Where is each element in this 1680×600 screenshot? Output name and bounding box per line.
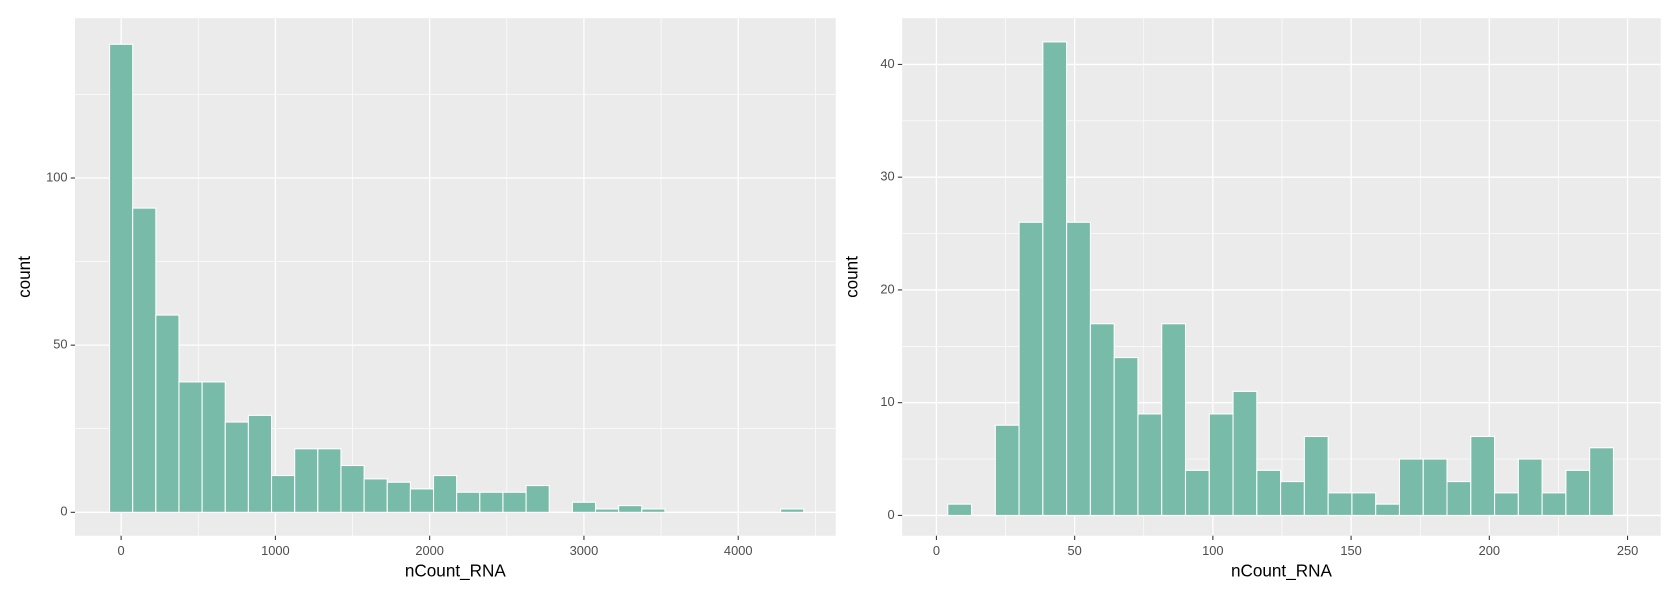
bar: [1446, 481, 1472, 516]
bar: [224, 421, 249, 513]
bar: [340, 464, 365, 513]
bar: [456, 491, 481, 513]
bar: [641, 508, 666, 513]
y-tick-label: 30: [880, 169, 894, 184]
bar: [502, 491, 527, 513]
bar: [1494, 492, 1519, 516]
bar: [1303, 435, 1329, 516]
bar: [1517, 458, 1543, 516]
bar: [1018, 221, 1044, 516]
y-tick-label: 0: [887, 507, 894, 522]
bar: [294, 448, 319, 513]
bar: [1089, 323, 1115, 516]
bar: [1066, 221, 1091, 516]
y-tick-label: 10: [880, 394, 894, 409]
x-axis-label: nCount_RNA: [405, 561, 506, 581]
bar: [1470, 435, 1496, 516]
bar: [1398, 458, 1424, 516]
bar: [1565, 469, 1591, 516]
bar: [409, 488, 435, 513]
x-tick-label: 100: [1202, 543, 1223, 558]
x-axis-label: nCount_RNA: [1231, 561, 1332, 581]
bar: [1375, 503, 1401, 516]
y-tick-label: 0: [60, 504, 67, 519]
x-tick-label: 2000: [415, 543, 444, 558]
x-tick-label: 50: [1067, 543, 1081, 558]
bar: [1161, 323, 1187, 516]
bar: [132, 207, 157, 513]
bar: [1208, 413, 1234, 516]
bar: [1232, 390, 1258, 516]
x-tick-label: 150: [1340, 543, 1361, 558]
y-tick-label: 40: [880, 56, 894, 71]
bar: [1422, 458, 1448, 516]
y-tick-label: 50: [53, 337, 67, 352]
x-tick-label: 0: [118, 543, 125, 558]
bar: [432, 475, 458, 513]
bar: [571, 501, 597, 513]
bar: [1327, 492, 1353, 516]
bar: [178, 381, 203, 513]
x-tick-label: 1000: [261, 543, 290, 558]
y-tick-label: 20: [880, 281, 894, 296]
bar: [1113, 357, 1139, 516]
x-tick-label: 4000: [724, 543, 753, 558]
x-tick-label: 250: [1617, 543, 1638, 558]
bar: [109, 43, 134, 513]
bar: [618, 505, 643, 513]
bar: [317, 448, 342, 513]
bar: [155, 314, 180, 513]
bar: [1541, 492, 1567, 516]
bar: [525, 485, 550, 513]
bar: [594, 508, 620, 513]
y-axis-label: count: [14, 256, 34, 298]
bar: [994, 424, 1020, 516]
bar: [1042, 41, 1068, 516]
x-tick-label: 3000: [570, 543, 599, 558]
bar: [363, 478, 388, 513]
bar: [271, 475, 296, 513]
bar: [1351, 492, 1377, 516]
bar: [386, 481, 411, 513]
bar: [1280, 481, 1305, 516]
bar: [947, 503, 973, 516]
bar: [780, 508, 805, 513]
y-axis-label: count: [841, 256, 861, 298]
bar: [201, 381, 226, 513]
x-tick-label: 0: [933, 543, 940, 558]
y-tick-label: 100: [46, 169, 67, 184]
bar: [1589, 447, 1614, 516]
bar: [1137, 413, 1163, 516]
bar: [247, 414, 273, 513]
bar: [1184, 469, 1210, 516]
x-tick-label: 200: [1479, 543, 1500, 558]
bar: [1256, 469, 1282, 516]
bar: [479, 491, 504, 513]
